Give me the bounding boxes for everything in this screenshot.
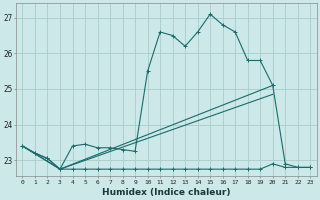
X-axis label: Humidex (Indice chaleur): Humidex (Indice chaleur) — [102, 188, 231, 197]
